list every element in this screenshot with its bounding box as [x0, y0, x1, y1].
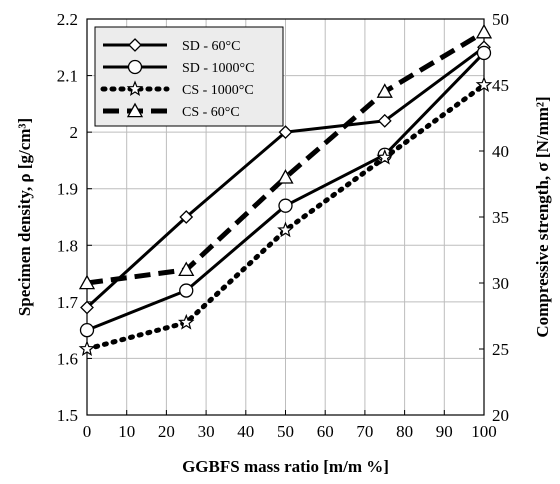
marker-triangle: [376, 83, 393, 98]
legend-label: SD - 60°C: [182, 39, 241, 54]
y-right-tick-label: 25: [492, 340, 509, 359]
x-tick-label: 100: [471, 422, 497, 441]
y-left-tick-label: 2.2: [57, 10, 78, 29]
marker-circle: [476, 45, 492, 61]
x-axis-title: GGBFS mass ratio [m/m %]: [182, 457, 389, 476]
x-tick-label: 40: [237, 422, 254, 441]
marker-triangle: [126, 102, 144, 118]
legend-label: CS - 1000°C: [182, 83, 254, 98]
y-left-tick-label: 1.5: [57, 406, 78, 425]
y-left-axis-title: Specimen density, ρ [g/cm³]: [15, 118, 34, 316]
marker-diamond: [179, 210, 194, 224]
marker-diamond: [128, 38, 142, 52]
marker-diamond: [377, 113, 392, 128]
marker-star: [376, 148, 394, 165]
x-tick-label: 30: [198, 422, 215, 441]
x-tick-label: 0: [83, 422, 92, 441]
y-right-tick-label: 50: [492, 10, 509, 29]
legend-label: SD - 1000°C: [182, 61, 255, 76]
series-group: [78, 23, 493, 357]
y-right-tick-label: 40: [492, 142, 509, 161]
plot-frame: [86, 18, 485, 416]
marker-triangle: [178, 261, 195, 277]
legend-label: CS - 60°C: [182, 105, 240, 120]
marker-star: [475, 76, 493, 93]
x-tick-label: 60: [317, 422, 334, 441]
axes: 0 10 20 30 40 50 60 70 80 90 100 1.5 1.6 1.7 1.8 1.9 2 2.…: [57, 10, 509, 441]
x-tick-label: 10: [118, 422, 135, 441]
x-tick-label: 70: [356, 422, 373, 441]
marker-diamond: [278, 125, 293, 140]
y-right-axis-title: Compressive strength, σ [N/mm²]: [533, 96, 552, 337]
y-left-tick-label: 1.7: [57, 293, 79, 312]
y-left-tick-label: 2.1: [57, 67, 78, 86]
x-tick-label: 50: [277, 422, 294, 441]
marker-circle: [179, 283, 194, 298]
y-right-tick-label: 20: [492, 406, 509, 425]
marker-circle: [79, 322, 95, 338]
x-tick-label: 20: [158, 422, 175, 441]
marker-triangle: [277, 169, 294, 184]
marker-diamond: [80, 300, 94, 315]
x-tick-label: 80: [396, 422, 413, 441]
y-left-tick-label: 1.8: [57, 236, 78, 255]
legend: SD - 60°C SD - 1000°C CS - 1000°C CS - 60°C: [94, 26, 284, 127]
y-right-tick-label: 35: [492, 208, 509, 227]
marker-circle: [127, 59, 143, 75]
marker-star: [126, 80, 144, 97]
marker-triangle: [475, 23, 493, 39]
marker-triangle: [78, 274, 96, 290]
y-right-tick-label: 30: [492, 274, 509, 293]
x-tick-label: 90: [436, 422, 453, 441]
y-left-tick-label: 1.6: [57, 349, 78, 368]
marker-circle: [278, 198, 293, 213]
marker-star: [277, 221, 294, 238]
y-left-tick-label: 2: [70, 123, 79, 142]
y-left-tick-label: 1.9: [57, 180, 78, 199]
marker-star: [177, 313, 195, 330]
marker-star: [78, 340, 96, 357]
y-right-tick-label: 45: [492, 76, 509, 95]
